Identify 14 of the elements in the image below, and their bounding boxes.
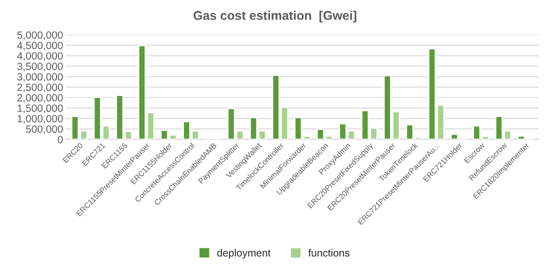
y-tick-label: 3,500,000 — [17, 62, 63, 72]
legend-label: functions — [308, 248, 350, 257]
y-tick-label: 0 — [58, 136, 63, 144]
y-tick-label: 2,000,000 — [17, 94, 63, 103]
y-tick-label: 1,500,000 — [18, 104, 63, 114]
y-tick-label: 4,500,000 — [17, 42, 63, 50]
y-tick-label: 3,000,000 — [17, 73, 63, 82]
y-tick-label: 500,000 — [26, 125, 63, 134]
y-tick-label: 4,000,000 — [17, 52, 63, 61]
y-tick-label: 2,500,000 — [17, 84, 63, 92]
y-tick-label: 5,000,000 — [17, 31, 63, 40]
legend-label: deployment — [217, 248, 271, 259]
chart-title: Gas cost estimation [Gwei] — [194, 10, 356, 22]
y-tick-label: 1,000,000 — [18, 114, 63, 124]
